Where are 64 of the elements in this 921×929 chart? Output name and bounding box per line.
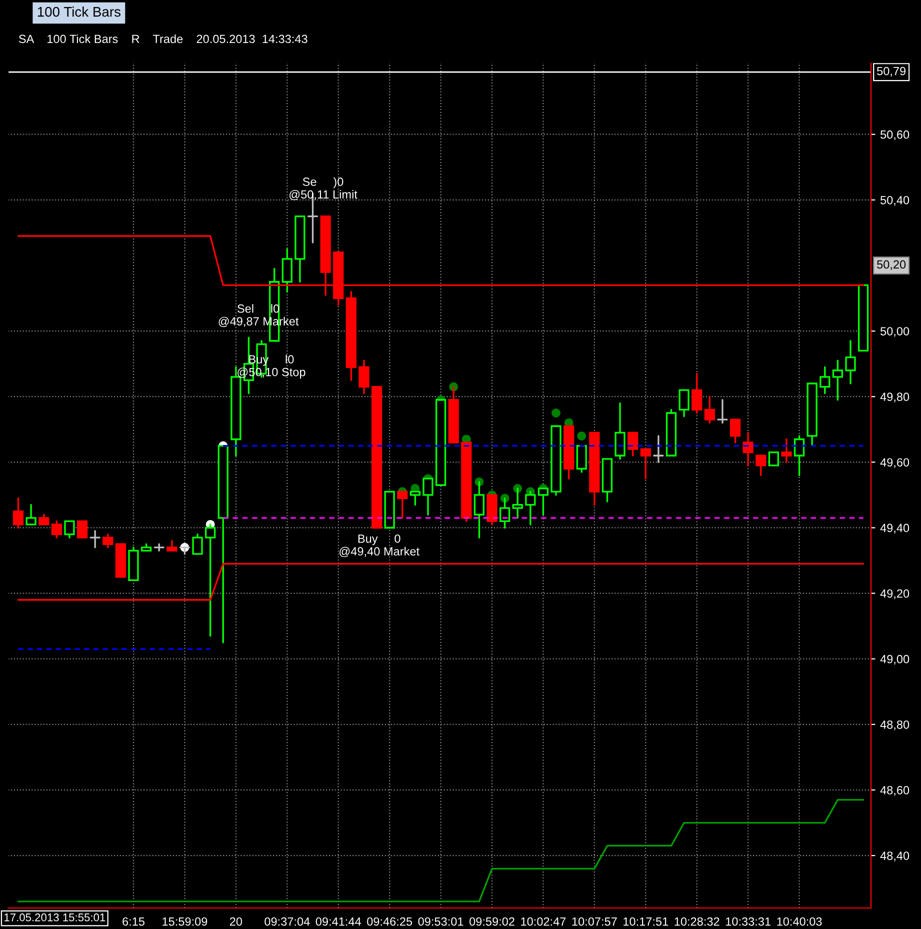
- candlestick: [358, 360, 370, 394]
- candlestick: [12, 497, 24, 529]
- candlestick: [756, 454, 766, 476]
- candlestick: [76, 520, 88, 538]
- chart-title: 100 Tick Bars: [38, 6, 120, 17]
- candlestick: [730, 418, 741, 444]
- x-tick-label: 10:17:51: [624, 917, 668, 926]
- candlestick: [832, 360, 844, 401]
- candlestick: [781, 438, 792, 464]
- candlestick: [192, 533, 203, 555]
- candlestick: [282, 248, 292, 293]
- candlestick: [576, 444, 587, 473]
- x-tick-label: 10:28:32: [674, 917, 720, 926]
- candlestick: [742, 432, 754, 466]
- candlestick: [102, 533, 114, 548]
- candlestick: [628, 432, 638, 456]
- candlestick: [166, 540, 178, 552]
- candlestick: [26, 504, 36, 526]
- y-tick-label: 50,00: [880, 327, 910, 337]
- point: [552, 408, 561, 418]
- line-series: [17, 798, 864, 902]
- y-tick-label: 50,60: [880, 130, 910, 140]
- y-tick-label: 49,00: [880, 654, 910, 665]
- ref-line-label: 50,79: [877, 66, 906, 77]
- candlestick: [653, 435, 664, 464]
- candlestick: [704, 396, 715, 424]
- candlestick: [768, 452, 779, 466]
- candlestick: [614, 402, 626, 460]
- candlestick: [51, 520, 62, 538]
- x-tick-label: 6:15: [122, 917, 144, 926]
- candlestick: [640, 448, 651, 480]
- y-tick-label: 50,40: [880, 196, 910, 206]
- point: [577, 431, 586, 440]
- candlestick: [820, 366, 830, 394]
- annotation: Buy 0 @49,40 Market: [340, 534, 420, 558]
- candlestick: [692, 372, 702, 414]
- y-tick-label: 49,60: [880, 458, 910, 468]
- y-tick-label: 48,80: [880, 720, 910, 730]
- x-tick-label: 09:46:25: [367, 917, 412, 926]
- candlestick: [64, 520, 75, 538]
- candlestick: [678, 389, 690, 418]
- y-tick-label: 48,40: [880, 852, 910, 862]
- candlestick: [38, 514, 50, 526]
- x-tick-label: 09:37:04: [264, 917, 310, 926]
- candlestick: [794, 435, 805, 476]
- x-tick-label: 09:59:02: [469, 917, 514, 926]
- x-tick-label: 09:53:01: [418, 917, 464, 926]
- x-tick-label: 10:07:57: [572, 917, 617, 926]
- y-tick-label: 48,60: [880, 786, 910, 796]
- annotation: 50,20: [877, 260, 906, 270]
- x-tick-label: 15:59:09: [162, 917, 208, 926]
- x-tick-label: 10:33:31: [726, 917, 770, 926]
- y-tick-label: 49,80: [880, 392, 910, 402]
- text: 17.05.2013 15:55:01: [4, 913, 106, 922]
- x-tick-label: 09:41:44: [316, 917, 361, 926]
- x-tick-label: 10:02:47: [521, 917, 566, 926]
- x-tick-label: 10:40:03: [777, 917, 822, 926]
- y-tick-label: 49,20: [880, 589, 910, 600]
- chart-subtitle: SA 100 Tick Bars R Trade 20.05.2013 14:33:43: [18, 34, 308, 44]
- candlestick: [845, 340, 856, 384]
- candlestick: [717, 399, 728, 424]
- x-tick-label: 20: [230, 917, 242, 926]
- candlestick: [90, 530, 100, 548]
- y-tick-label: 49,40: [880, 524, 910, 534]
